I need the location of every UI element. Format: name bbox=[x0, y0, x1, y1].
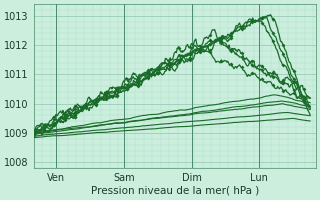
X-axis label: Pression niveau de la mer( hPa ): Pression niveau de la mer( hPa ) bbox=[91, 186, 259, 196]
